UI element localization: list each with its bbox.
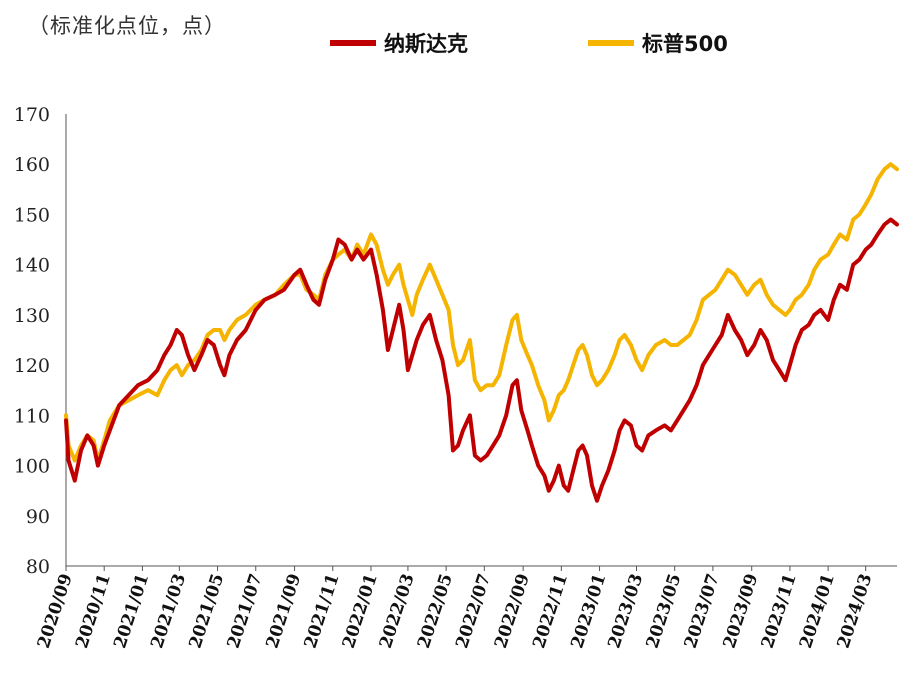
legend-swatch-sp500 [588, 40, 634, 46]
x-tick-label: 2021/07 [224, 571, 267, 651]
x-tick-label: 2022/01 [339, 571, 382, 651]
legend-label-sp500: 标普500 [642, 32, 728, 56]
x-tick-label: 2023/07 [681, 571, 724, 651]
x-tick-label: 2023/11 [758, 571, 801, 651]
y-tick-label: 120 [14, 355, 50, 377]
y-tick-label: 140 [14, 255, 50, 277]
x-tick-label: 2022/05 [414, 571, 457, 651]
x-tick-label: 2021/03 [147, 571, 190, 651]
legend-item-nasdaq: 纳斯达克 [330, 28, 468, 58]
legend-label-nasdaq: 纳斯达克 [384, 32, 468, 56]
x-tick-label: 2022/07 [452, 571, 495, 651]
y-tick-label: 80 [26, 556, 50, 578]
y-tick-label: 100 [14, 456, 50, 478]
y-tick-label: 130 [14, 305, 50, 327]
x-tick-label: 2024/03 [834, 571, 877, 651]
x-tick-label: 2021/05 [185, 571, 228, 651]
x-tick-label: 2021/11 [301, 571, 344, 651]
x-tick-label: 2022/03 [376, 571, 419, 651]
x-tick-label: 2020/11 [72, 571, 115, 651]
unit-label: （标准化点位，点） [28, 14, 226, 38]
x-tick-label: 2023/01 [567, 571, 610, 651]
x-axis: 2020/092020/112021/012021/032021/052021/… [34, 565, 897, 651]
legend-swatch-nasdaq [330, 40, 376, 46]
x-tick-label: 2021/09 [262, 571, 305, 651]
x-tick-label: 2020/09 [34, 571, 77, 651]
x-tick-label: 2024/01 [796, 571, 839, 651]
series-line-sp500 [64, 162, 899, 463]
y-axis: 80 90 100 110 120 130 140 150 160 170 [14, 104, 67, 578]
x-tick-label: 2021/01 [110, 571, 153, 651]
x-tick-label: 2023/05 [643, 571, 686, 651]
x-tick-label: 2022/11 [529, 571, 572, 651]
y-tick-label: 90 [26, 506, 50, 528]
x-tick-label: 2023/03 [604, 571, 647, 651]
y-tick-label: 170 [14, 104, 50, 126]
series-lines [64, 162, 899, 503]
x-tick-label: 2022/09 [491, 571, 534, 651]
y-tick-label: 150 [14, 204, 50, 226]
x-tick-label: 2023/09 [720, 571, 763, 651]
legend-item-sp500: 标普500 [588, 28, 728, 58]
series-line-nasdaq [64, 217, 899, 503]
y-tick-label: 160 [14, 154, 50, 176]
y-tick-label: 110 [14, 405, 50, 427]
